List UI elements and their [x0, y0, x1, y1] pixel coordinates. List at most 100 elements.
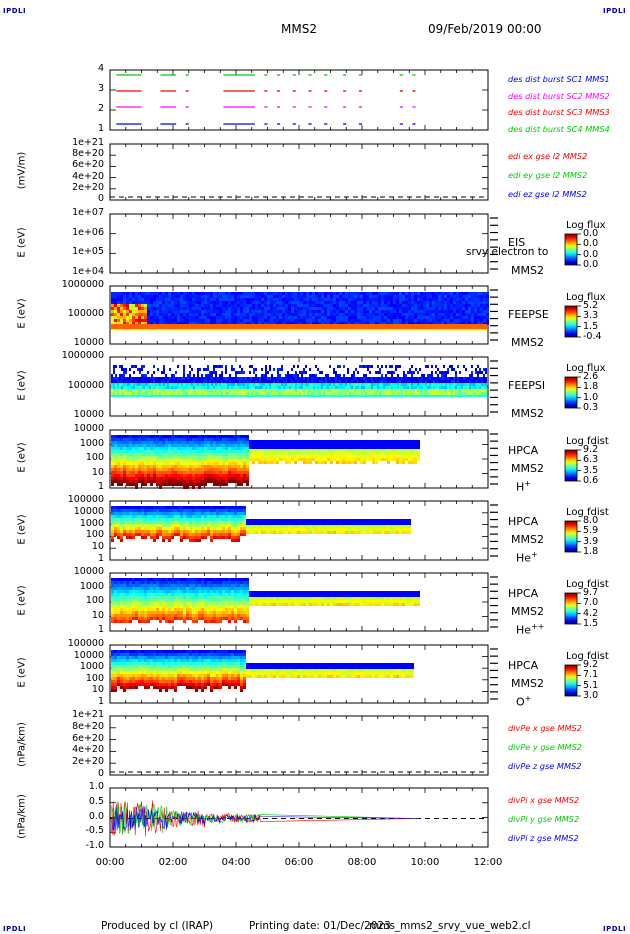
hpca-cell [363, 455, 366, 458]
feepsi-cell [221, 374, 223, 377]
feepse-cell [342, 301, 345, 304]
feepse-cell [177, 298, 180, 301]
hpca-cell [123, 435, 126, 438]
hpca-cell [126, 474, 129, 477]
hpca-cell [222, 506, 225, 509]
feepse-cell [426, 307, 429, 310]
feepse-cell [207, 313, 210, 316]
feepsi-cell [301, 392, 303, 395]
feepsi-cell [267, 371, 269, 374]
hpca-cell [294, 440, 297, 443]
hpca-cell [123, 527, 126, 530]
hpca-cell [306, 446, 309, 449]
feepse-cell [309, 319, 312, 322]
hpca-cell [147, 468, 150, 471]
feepse-cell [426, 310, 429, 313]
feepse-cell [243, 301, 246, 304]
hpca-cell [198, 524, 201, 527]
hpca-cell [234, 438, 237, 441]
feepsi-cell [205, 392, 207, 395]
feepsi-cell [293, 392, 295, 395]
feepse-cell [231, 322, 234, 325]
feepsi-cell [381, 377, 383, 380]
feepse-cell [444, 292, 447, 295]
feepse-cell [270, 319, 273, 322]
hpca-cell [192, 509, 195, 512]
feepse-cell [201, 322, 204, 325]
hpca-cell [228, 509, 231, 512]
hpca-cell [135, 530, 138, 533]
feepse-cell [294, 322, 297, 325]
feepse-cell [114, 307, 117, 310]
hpca-cell [111, 462, 114, 465]
hpca-cell [411, 452, 414, 455]
feepse-cell [273, 307, 276, 310]
hpca-cell [174, 477, 177, 480]
hpca-cell [261, 452, 264, 455]
feepse-cell [408, 301, 411, 304]
hpca-cell [225, 453, 228, 456]
hpca-cell [186, 444, 189, 447]
feepsi-cell [401, 380, 403, 383]
feepse-cell [318, 316, 321, 319]
hpca-cell [150, 530, 153, 533]
feepsi-cell [193, 383, 195, 386]
hpca-cell [126, 465, 129, 468]
hpca-cell [204, 480, 207, 483]
hpca-cell [174, 483, 177, 486]
feepsi-cell [121, 374, 123, 377]
feepsi-cell [415, 368, 417, 371]
feepse-cell [276, 295, 279, 298]
hpca-cell [210, 477, 213, 480]
hpca-cell [144, 438, 147, 441]
feepse-cell [306, 313, 309, 316]
hpca-cell [219, 468, 222, 471]
hpca-cell [387, 461, 390, 464]
feepsi-cell [161, 386, 163, 389]
feepse-cell [318, 298, 321, 301]
feepsi-cell [343, 380, 345, 383]
feepsi-cell [471, 365, 473, 368]
feepse-cell [204, 310, 207, 313]
feepse-cell [195, 313, 198, 316]
feepse-cell [162, 298, 165, 301]
feepsi-cell [403, 371, 405, 374]
feepsi-cell [455, 377, 457, 380]
feepse-cell [189, 310, 192, 313]
feepse-cell [111, 301, 114, 304]
hpca-cell [204, 462, 207, 465]
feepse-cell [204, 295, 207, 298]
feepsi-cell [151, 380, 153, 383]
hpca-cell [192, 438, 195, 441]
feepsi-cell [441, 380, 443, 383]
hpca-cell [216, 480, 219, 483]
feepse-cell [327, 310, 330, 313]
feepsi-cell [235, 392, 237, 395]
panel-frame [109, 69, 489, 131]
feepsi-cell [471, 392, 473, 395]
hpca-cell [336, 455, 339, 458]
feepsi-cell [207, 377, 209, 380]
hpca-cell [117, 465, 120, 468]
hpca-cell [270, 461, 273, 464]
feepsi-cell [415, 386, 417, 389]
hpca-cell [180, 435, 183, 438]
hpca-cell [225, 459, 228, 462]
feepsi-cell [185, 380, 187, 383]
feepsi-cell [245, 389, 247, 392]
feepsi-cell [473, 389, 475, 392]
hpca-cell [276, 446, 279, 449]
feepsi-cell [313, 377, 315, 380]
feepse-cell [408, 292, 411, 295]
hpca-cell [132, 477, 135, 480]
feepsi-cell [305, 386, 307, 389]
hpca-cell [228, 474, 231, 477]
feepsi-cell [477, 374, 479, 377]
hpca-cell [345, 461, 348, 464]
feepse-cell [195, 322, 198, 325]
hpca-cell [231, 435, 234, 438]
hpca-cell [210, 515, 213, 518]
feepse-cell [297, 301, 300, 304]
feepse-cell [399, 322, 402, 325]
hpca-cell [291, 443, 294, 446]
